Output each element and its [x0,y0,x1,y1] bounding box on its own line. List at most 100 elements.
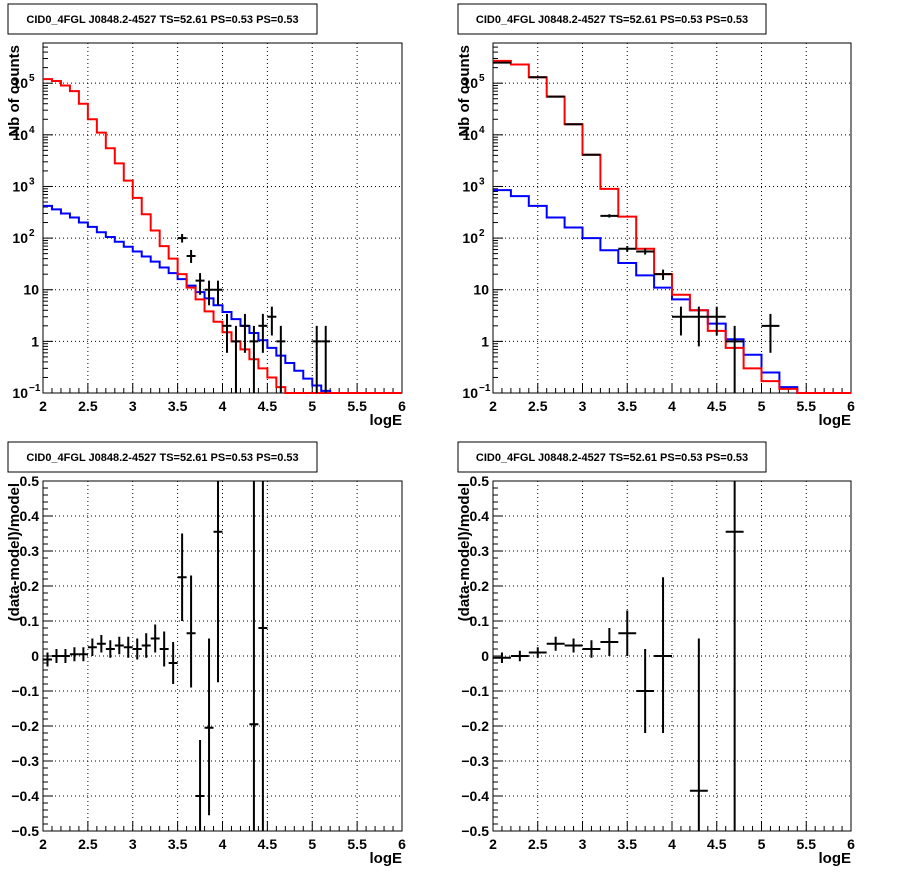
data-point [510,650,529,662]
y-tick-label: 0.5 [20,473,40,489]
x-axis-label: logE [370,412,403,429]
x-tick-label: 2 [39,398,47,414]
data-point [546,636,565,651]
y-axis [493,480,503,832]
y-axis-label: Nb of counts [6,45,23,137]
data-point [654,269,672,280]
series-component-line [493,189,851,394]
data-point [114,636,124,655]
data-point [186,575,196,688]
data-point [141,633,151,658]
x-tick-label: 5.5 [797,836,817,852]
y-tick-label: 0 [481,648,489,664]
data-point [725,325,744,393]
panel-counts-right: CID0_4FGL J0848.2-4527 TS=52.61 PS=0.53 … [456,3,855,429]
y-axis-label: Nb of counts [456,45,473,137]
y-tick-label: 0.4 [20,508,40,524]
y-axis [493,42,503,394]
x-tick-label: 4.5 [707,398,727,414]
y-tick-label: 0.5 [470,473,490,489]
y-tick-label: 10 [462,75,478,91]
data-point [582,640,601,658]
y-tick-label: −0.5 [11,823,39,839]
y-tick-label: 0.3 [20,543,40,559]
y-axis-label: (data-model)/model [6,483,23,621]
x-axis [492,821,852,831]
data-point [276,325,286,393]
y-axis [43,42,53,394]
y-tick-exponent: 5 [479,73,485,84]
data-point [564,638,583,653]
y-tick-label: 10 [23,282,39,298]
y-tick-label: −0.4 [11,788,39,804]
data-point [267,306,277,336]
y-tick-label: 0.1 [20,613,40,629]
data-point [159,631,169,667]
data-point [689,638,708,831]
data-point [177,234,187,243]
data-point [493,652,511,663]
y-tick-label: 10 [462,178,478,194]
y-tick-label: −0.2 [461,718,489,734]
data-point [186,249,196,263]
y-tick-label: 10 [462,230,478,246]
title-box [457,3,767,35]
data-point [582,153,601,156]
y-tick-label: 10 [12,178,28,194]
chart-title: CID0_4FGL J0848.2-4527 TS=52.61 PS=0.53 … [476,452,748,464]
data-point [123,636,133,658]
data-point [618,610,637,656]
y-axis [43,480,53,832]
data-point [51,649,61,663]
data-point [177,533,187,621]
y-axis-label: (data-model)/model [456,483,473,621]
y-tick-label: 0.4 [470,508,490,524]
y-tick-label: −0.1 [461,683,489,699]
y-tick-label: 10 [12,127,28,143]
x-tick-label: 5.5 [797,398,817,414]
y-tick-exponent: −1 [29,383,41,394]
x-tick-label: 2 [39,836,47,852]
x-tick-label: 4 [668,836,676,852]
data-point [69,647,79,662]
y-tick-label: 10 [462,127,478,143]
data-point [312,325,322,393]
x-tick-label: 4.5 [258,398,278,414]
data-point [195,273,205,295]
data-point [150,624,160,653]
data-points [177,234,331,393]
data-point [195,740,205,831]
title-box [7,3,318,35]
data-point [707,306,726,336]
y-tick-label: 0.1 [470,613,490,629]
x-tick-label: 5 [308,398,316,414]
data-point [222,313,232,353]
data-point [689,306,708,347]
x-tick-label: 2.5 [78,398,98,414]
x-tick-label: 5 [308,836,316,852]
x-tick-label: 2.5 [528,836,548,852]
data-point [60,649,70,663]
chart-title: CID0_4FGL J0848.2-4527 TS=52.61 PS=0.53 … [476,14,748,26]
x-tick-label: 6 [398,836,406,852]
x-tick-label: 6 [398,398,406,414]
y-tick-label: −0.2 [11,718,39,734]
x-tick-label: 4.5 [707,836,727,852]
x-tick-label: 4.5 [258,836,278,852]
data-point [761,313,780,353]
x-axis-label: logE [819,412,852,429]
y-tick-label: 10 [12,230,28,246]
x-tick-label: 2 [489,398,497,414]
x-tick-label: 3 [579,398,587,414]
x-tick-label: 5.5 [347,836,367,852]
x-tick-label: 4 [219,398,227,414]
data-point [105,640,115,658]
data-point [618,246,637,252]
x-tick-label: 5 [758,836,766,852]
y-tick-label: 0.3 [470,543,490,559]
data-point [168,642,178,684]
data-point [321,325,331,393]
y-tick-label: 10 [12,385,28,401]
data-point [654,577,672,733]
